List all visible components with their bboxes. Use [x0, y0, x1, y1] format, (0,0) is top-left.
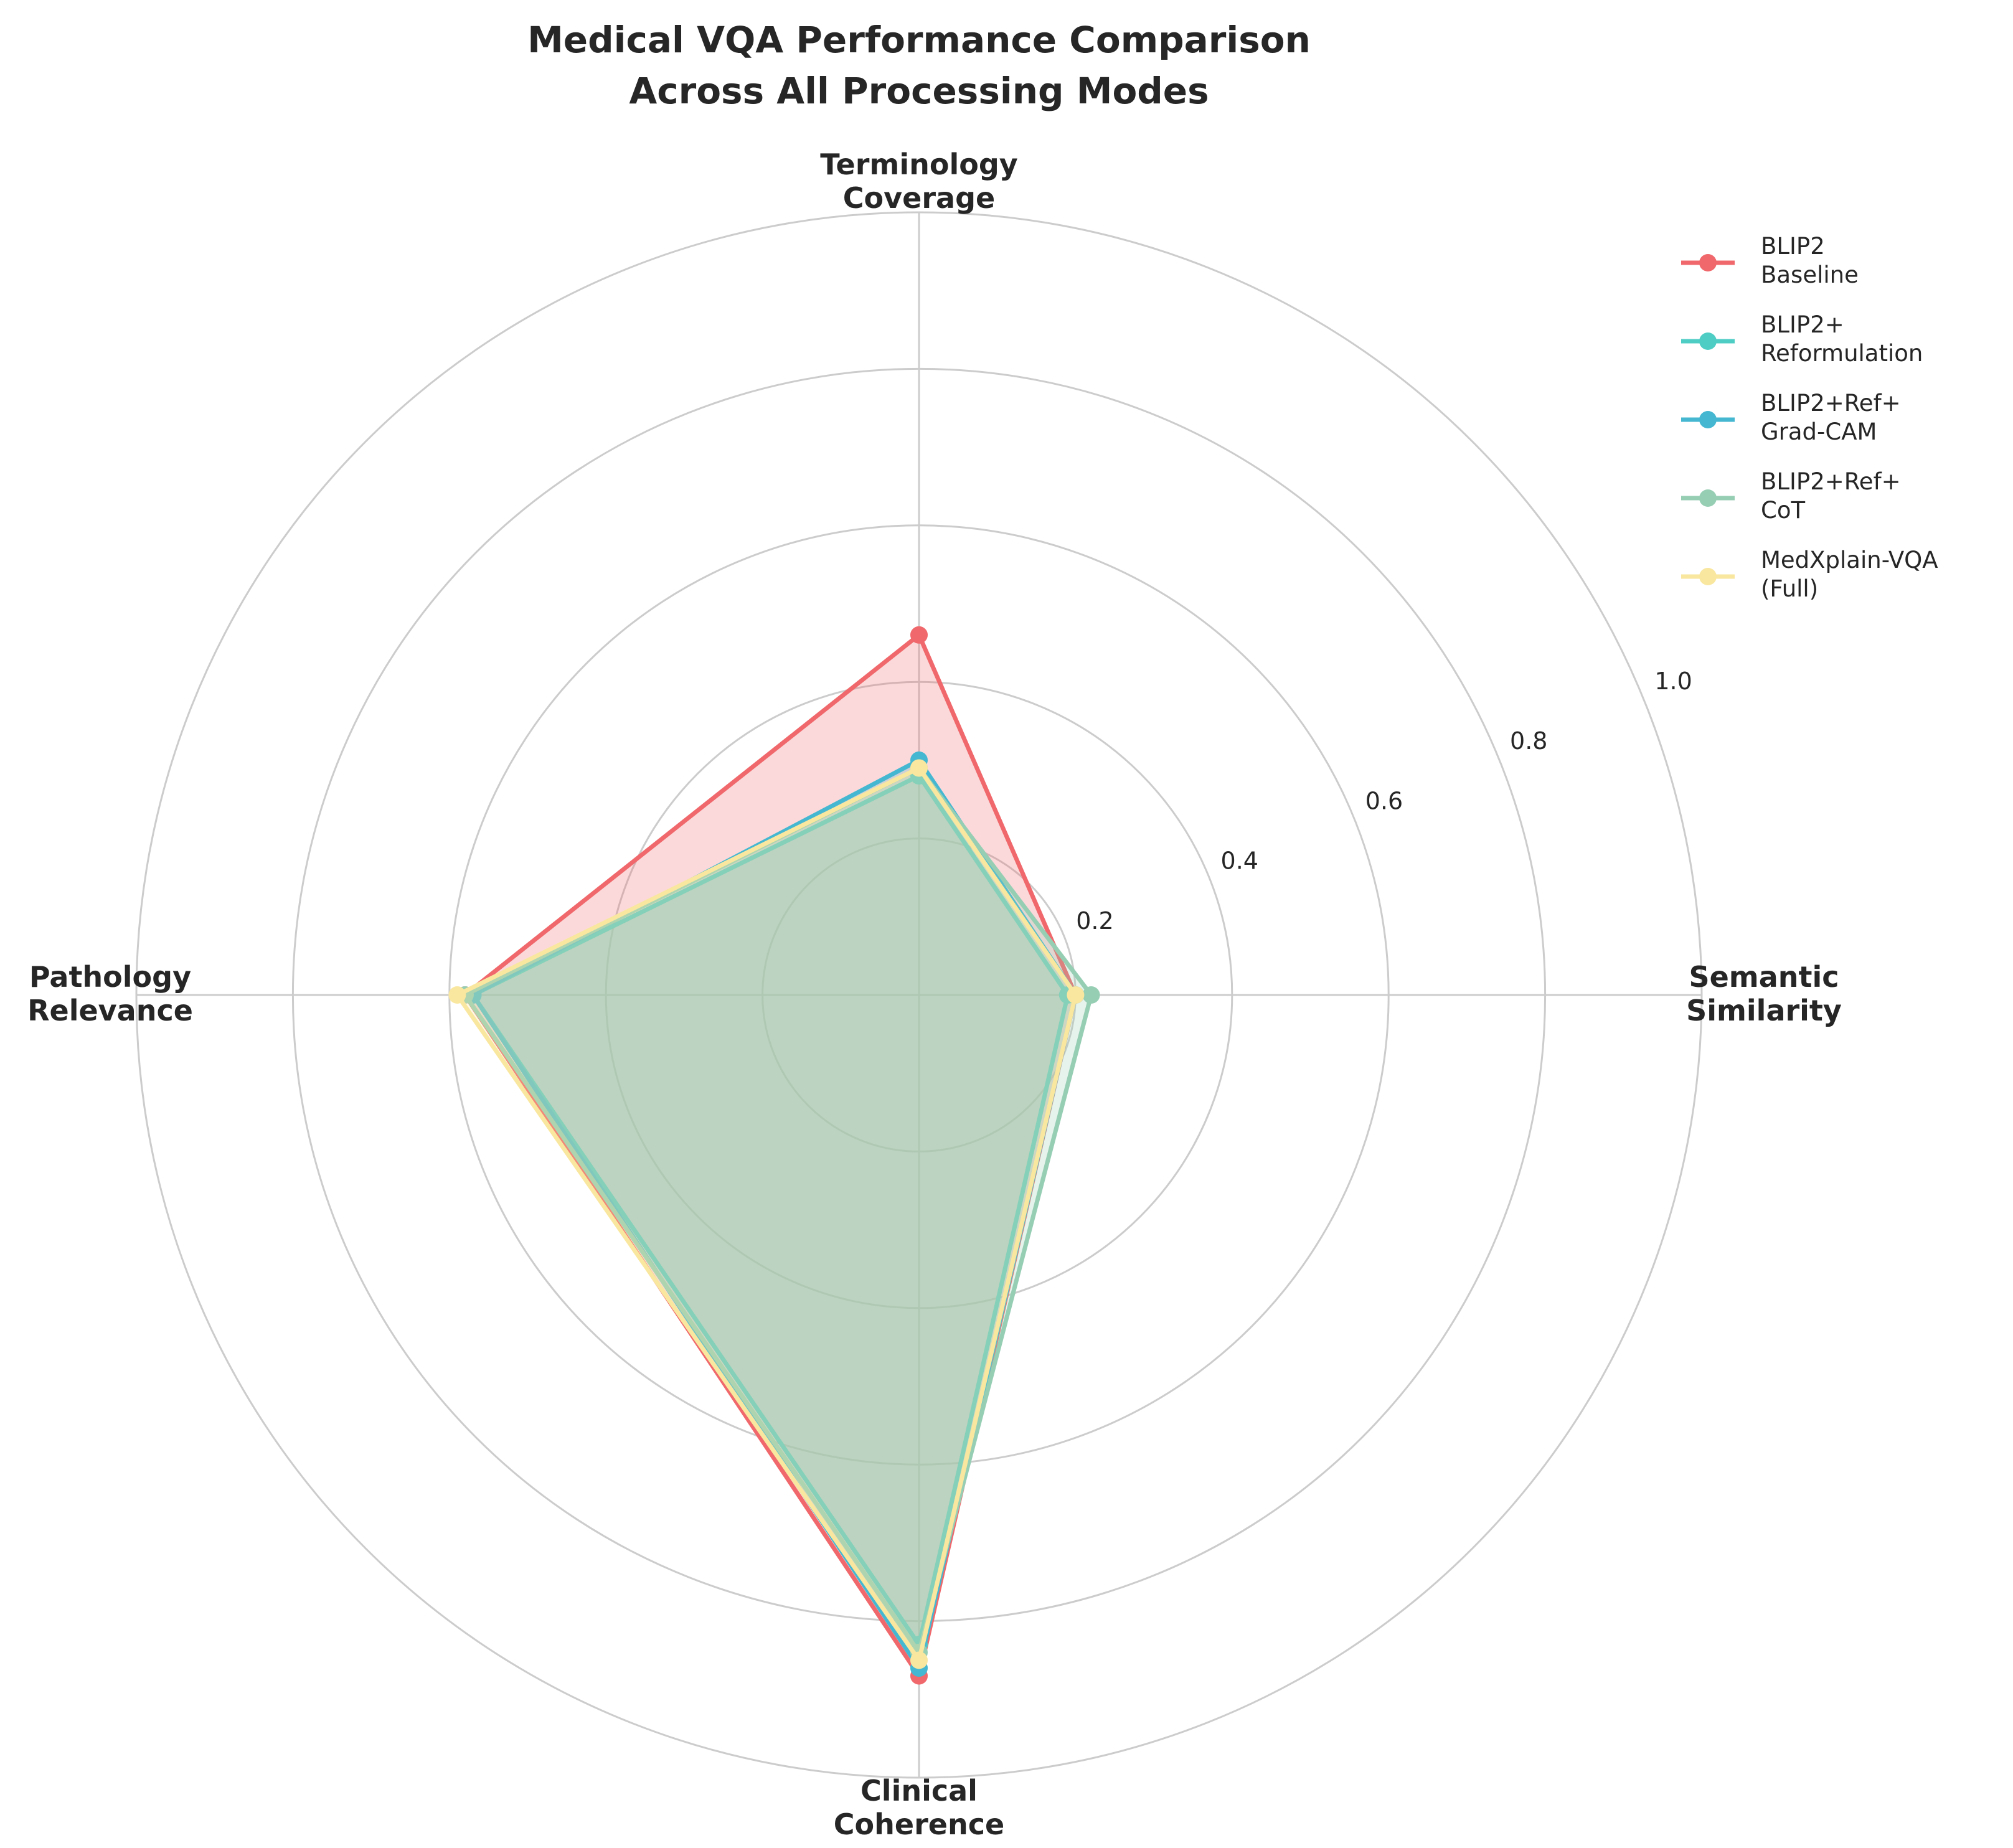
- tick-label-4: 1.0: [1654, 667, 1692, 695]
- tick-label-1: 0.4: [1221, 847, 1258, 875]
- legend-swatch-marker-1: [1699, 332, 1717, 350]
- chart-title: Medical VQA Performance Comparison Across…: [527, 19, 1311, 112]
- axis-label-0: Terminology Coverage: [820, 148, 1018, 215]
- legend-swatch-marker-3: [1699, 489, 1717, 507]
- series-fill-0: [464, 634, 1076, 1676]
- legend-label-0-line-0: BLIP2: [1761, 233, 1825, 260]
- legend-item-1: BLIP2+ Reformulation: [1681, 311, 1923, 367]
- axis-label-2-line-1: Coherence: [834, 1808, 1004, 1841]
- tick-label-3: 0.8: [1510, 727, 1547, 755]
- axis-label-0-line-1: Coverage: [843, 181, 995, 215]
- series-group: [448, 626, 1100, 1685]
- legend-swatch-marker-2: [1699, 411, 1717, 428]
- axis-label-1-line-1: Similarity: [1686, 994, 1842, 1027]
- series-4-point-0: [910, 759, 928, 777]
- legend-label-2-line-1: Grad-CAM: [1761, 418, 1877, 445]
- axis-label-0-line-0: Terminology: [820, 148, 1018, 181]
- legend-label-3-line-1: CoT: [1761, 497, 1805, 524]
- series-4: [448, 759, 1085, 1669]
- chart-title-line-1: Across All Processing Modes: [629, 70, 1209, 112]
- series-fill-3: [464, 768, 1091, 1652]
- legend-item-3: BLIP2+Ref+ CoT: [1681, 468, 1901, 524]
- axis-labels: Terminology Coverage Semantic Similarity Cli…: [27, 148, 1842, 1841]
- series-4-point-3: [448, 986, 466, 1004]
- legend-label-2-line-0: BLIP2+Ref+: [1761, 390, 1901, 417]
- axis-label-2: Clinical Coherence: [834, 1774, 1004, 1841]
- chart-title-line-0: Medical VQA Performance Comparison: [527, 19, 1311, 61]
- legend-swatch-marker-4: [1699, 568, 1717, 585]
- axis-label-3: Pathology Relevance: [27, 960, 193, 1027]
- grid: [135, 211, 1703, 1779]
- axis-label-1-line-0: Semantic: [1689, 960, 1839, 994]
- legend-item-4: MedXplain-VQA (Full): [1681, 547, 1938, 602]
- axis-label-3-line-1: Relevance: [27, 994, 193, 1027]
- legend-label-4: MedXplain-VQA (Full): [1761, 547, 1938, 602]
- series-4-point-1: [1067, 986, 1085, 1004]
- series-fill-1: [473, 776, 1068, 1645]
- legend-label-3-line-0: BLIP2+Ref+: [1761, 468, 1901, 495]
- legend-label-1-line-1: Reformulation: [1761, 340, 1923, 367]
- tick-label-0: 0.2: [1076, 907, 1113, 935]
- legend-swatch-marker-0: [1699, 254, 1717, 271]
- legend-item-2: BLIP2+Ref+ Grad-CAM: [1681, 390, 1901, 445]
- series-fill-4: [457, 768, 1076, 1661]
- series-fill-2: [473, 760, 1076, 1668]
- legend-label-4-line-1: (Full): [1761, 575, 1818, 602]
- legend-label-2: BLIP2+Ref+ Grad-CAM: [1761, 390, 1901, 445]
- axis-label-2-line-0: Clinical: [860, 1774, 978, 1808]
- series-0-point-0: [910, 626, 928, 644]
- legend-label-3: BLIP2+Ref+ CoT: [1761, 468, 1901, 524]
- tick-label-2: 0.6: [1365, 787, 1403, 814]
- legend-label-0: BLIP2 Baseline: [1761, 233, 1859, 288]
- series-4-point-2: [910, 1651, 928, 1669]
- radial-ticks: 0.2 0.4 0.6 0.8 1.0: [1076, 667, 1692, 935]
- axis-label-3-line-0: Pathology: [29, 960, 191, 994]
- legend-label-1: BLIP2+ Reformulation: [1761, 311, 1923, 367]
- series-3-point-1: [1082, 986, 1100, 1004]
- legend-label-0-line-1: Baseline: [1761, 262, 1859, 288]
- axis-label-1: Semantic Similarity: [1686, 960, 1842, 1027]
- legend-label-4-line-0: MedXplain-VQA: [1761, 547, 1938, 573]
- legend-item-0: BLIP2 Baseline: [1681, 233, 1859, 288]
- legend-label-1-line-0: BLIP2+: [1761, 311, 1844, 338]
